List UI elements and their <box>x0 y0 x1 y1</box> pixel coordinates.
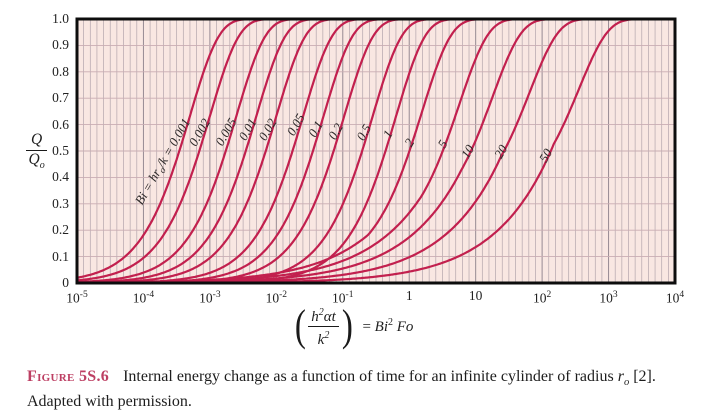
y-tick-1.0: 1.0 <box>52 11 69 26</box>
equation-denominator: k2 <box>317 329 330 348</box>
x-tick-10-4: 10-4 <box>132 290 155 306</box>
x-tick-103: 103 <box>599 290 618 306</box>
curve-label-0.2: 0.2 <box>325 120 346 142</box>
plot-frame <box>75 17 677 285</box>
x-tick-10-5: 10-5 <box>66 290 88 306</box>
y-tick-0.6: 0.6 <box>52 116 69 132</box>
figure-caption: Figure 5S.6 Internal energy change as a f… <box>27 368 656 411</box>
y-tick-0.1: 0.1 <box>52 248 69 264</box>
figure-caption-tag: Figure 5S.6 <box>27 368 110 385</box>
equation-fraction: h2αt k2 <box>308 305 339 348</box>
x-axis-equation: ( h2αt k2 ) = Bi2 Fo <box>0 303 706 349</box>
equation-rhs: = Bi2 Fo <box>362 316 414 335</box>
y-tick-0.4: 0.4 <box>52 169 69 185</box>
y-tick-0: 0 <box>62 275 69 290</box>
y-tick-0.7: 0.7 <box>52 90 69 106</box>
y-tick-0.9: 0.9 <box>52 37 69 53</box>
curve-label-0.1: 0.1 <box>305 118 326 140</box>
y-tick-0.3: 0.3 <box>52 195 69 211</box>
figure-caption-body: Internal energy change as a function of … <box>123 368 618 385</box>
x-tick-102: 102 <box>532 290 552 306</box>
right-paren: ) <box>341 301 353 350</box>
y-tick-0.5: 0.5 <box>52 143 69 158</box>
x-tick-10: 10 <box>468 288 483 303</box>
y-axis-label-fraction: Q Qo <box>26 131 48 172</box>
y-axis-numerator: Q <box>26 131 48 151</box>
x-tick-1: 1 <box>405 288 413 303</box>
left-paren: ( <box>294 301 306 350</box>
figure-caption-body-end: [2]. Adapted with permission. <box>27 368 656 411</box>
x-tick-10-3: 10-3 <box>199 290 221 306</box>
x-tick-10-1: 10-1 <box>332 290 354 306</box>
x-tick-10-2: 10-2 <box>265 290 288 306</box>
equation-numerator: h2αt <box>308 305 339 327</box>
y-tick-0.2: 0.2 <box>52 222 69 238</box>
y-tick-0.8: 0.8 <box>52 63 69 79</box>
curve-label-0.5: 0.5 <box>353 121 374 143</box>
x-tick-104: 104 <box>665 290 685 306</box>
y-axis-denominator: Qo <box>28 151 45 172</box>
